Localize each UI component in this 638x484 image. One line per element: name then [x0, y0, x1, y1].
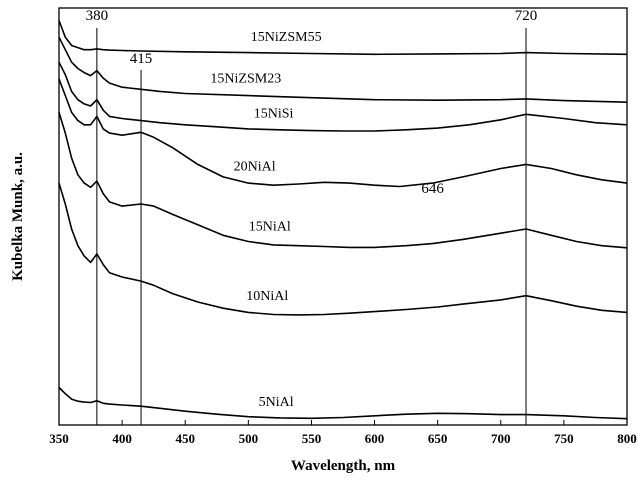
x-tick-label: 600 — [365, 431, 385, 446]
series-line — [58, 61, 628, 132]
reference-line-label: 380 — [86, 8, 109, 24]
annotations: 646 — [421, 181, 444, 197]
reference-line-label: 415 — [130, 51, 153, 67]
peak-annotation: 646 — [421, 181, 444, 197]
x-tick-label: 500 — [239, 431, 259, 446]
series-labels: 15NiZSM55 15NiZSM23 15NiSi 20NiAl 15NiAl 10Ni… — [210, 30, 321, 410]
reference-lines: 380 415 720 — [86, 8, 538, 425]
x-tick-label: 350 — [49, 431, 69, 446]
plot-frame — [58, 7, 628, 426]
series-label: 15NiZSM23 — [210, 71, 281, 86]
series-line — [58, 36, 628, 103]
x-tick-label: 700 — [491, 431, 511, 446]
series-label: 5NiAl — [259, 395, 294, 410]
x-tick-label: 800 — [617, 431, 637, 446]
series-line — [58, 78, 628, 188]
x-tick-label: 450 — [175, 431, 195, 446]
series-line — [58, 20, 628, 56]
x-axis-ticks: 350 400 450 500 550 600 650 700 750 800 — [49, 420, 637, 446]
series-label: 15NiAl — [249, 219, 291, 234]
series-label: 15NiSi — [254, 107, 294, 122]
series-line — [58, 112, 628, 249]
series-label: 15NiZSM55 — [251, 30, 322, 45]
reference-line-label: 720 — [515, 8, 538, 24]
series-lines — [58, 20, 628, 420]
x-tick-label: 550 — [302, 431, 322, 446]
y-axis-label: Kubelka Munk, a.u. — [10, 152, 26, 281]
series-line — [58, 182, 628, 316]
series-label: 20NiAl — [234, 160, 276, 175]
x-axis-label: Wavelength, nm — [291, 458, 396, 474]
series-line — [58, 386, 628, 420]
x-tick-label: 750 — [554, 431, 574, 446]
x-tick-label: 400 — [112, 431, 132, 446]
series-label: 10NiAl — [246, 289, 288, 304]
x-tick-label: 650 — [428, 431, 448, 446]
